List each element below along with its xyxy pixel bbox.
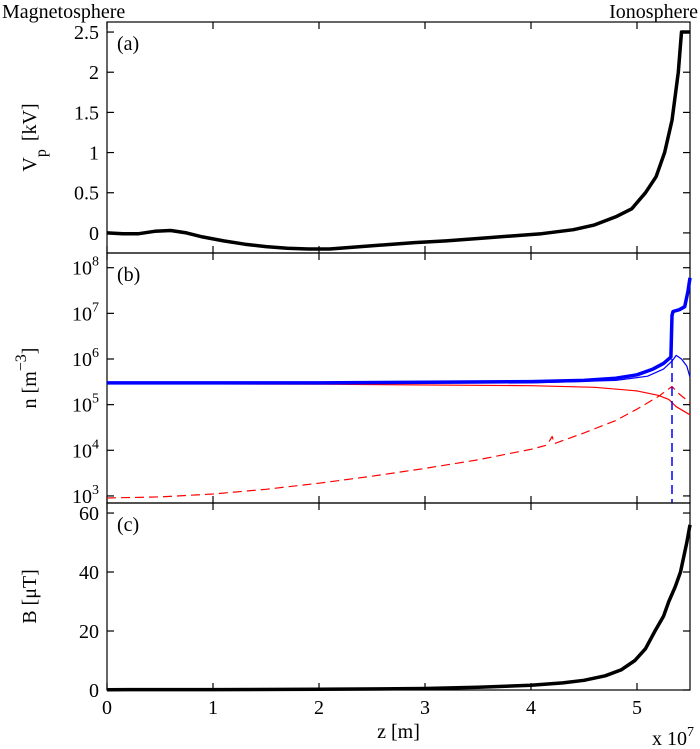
y-axis-label: n [m−3] <box>13 348 41 409</box>
data-line <box>106 524 692 692</box>
y-tick-label: 105 <box>72 392 99 417</box>
y-tick-label: 103 <box>72 483 99 508</box>
panel-frame <box>106 502 691 691</box>
y-tick-label: 2 <box>89 62 99 84</box>
y-tick-label: 40 <box>79 562 99 584</box>
data-line <box>106 30 690 251</box>
panel-frame <box>106 21 691 254</box>
y-tick-label: 0 <box>89 223 99 245</box>
y-tick-label: 104 <box>72 437 99 462</box>
y-tick-label: 1.5 <box>74 102 99 124</box>
x-tick-label: 1 <box>208 697 218 719</box>
y-tick-label: 2.5 <box>74 22 99 44</box>
y-tick-label: 0 <box>89 680 99 702</box>
panel-label: (b) <box>117 264 140 286</box>
y-axis-label: B [μT] <box>19 569 41 624</box>
x-tick-label: 3 <box>420 697 430 719</box>
x-tick-label: 0 <box>102 697 112 719</box>
x-tick-label: 2 <box>314 697 324 719</box>
x-tick-label: 5 <box>632 697 642 719</box>
data-line <box>106 385 691 499</box>
x-tick-label: 4 <box>526 697 536 719</box>
y-tick-label: 1 <box>89 143 99 165</box>
x-axis-label: z [m] <box>377 721 420 743</box>
y-axis-label: Vp[kV] <box>19 103 50 171</box>
region-label: Magnetosphere <box>2 1 125 23</box>
y-tick-label: 106 <box>72 346 99 371</box>
x-multiplier: x 107 <box>652 725 694 749</box>
y-tick-label: 108 <box>72 255 99 280</box>
y-tick-label: 0.5 <box>74 183 99 205</box>
data-line <box>107 277 692 385</box>
data-line <box>106 382 691 416</box>
y-tick-label: 20 <box>79 621 99 643</box>
region-label: Ionosphere <box>609 1 698 23</box>
panel-label: (a) <box>117 33 139 55</box>
y-tick-label: 60 <box>79 503 99 525</box>
y-tick-label: 107 <box>72 300 99 325</box>
panel-label: (c) <box>117 514 139 536</box>
